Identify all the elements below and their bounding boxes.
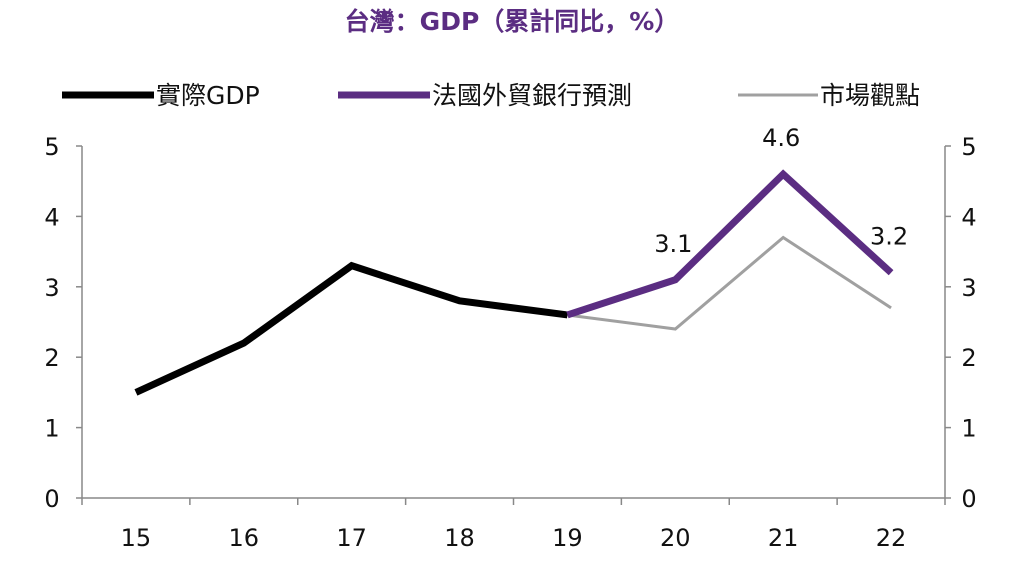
x-tick-label: 15 <box>121 524 152 552</box>
y-tick-label-left: 1 <box>44 415 59 443</box>
series-line-1 <box>566 169 894 319</box>
y-tick-label-left: 4 <box>44 203 59 231</box>
chart-title: 台灣：GDP（累計同比，%） <box>345 7 680 36</box>
y-tick-label-left: 5 <box>44 133 59 161</box>
x-tick-label: 22 <box>876 524 907 552</box>
x-tick-label: 21 <box>768 524 799 552</box>
data-label: 4.6 <box>762 124 800 152</box>
axes: 0 01 12 23 34 45 515 16 17 18 19 20 21 22 <box>44 133 976 552</box>
y-tick-label-right: 2 <box>961 344 976 372</box>
x-tick-label: 20 <box>660 524 691 552</box>
x-tick-label: 19 <box>552 524 583 552</box>
legend: 實際GDP 法國外貿銀行預測 市場觀點 <box>62 81 920 110</box>
y-tick-label-right: 1 <box>961 415 976 443</box>
y-tick-label-left: 3 <box>44 274 59 302</box>
data-label: 3.1 <box>654 230 692 258</box>
legend-label: 法國外貿銀行預測 <box>432 81 632 110</box>
legend-label: 市場觀點 <box>820 81 920 110</box>
x-tick-label: 17 <box>336 524 367 552</box>
legend-label: 實際GDP <box>156 81 260 110</box>
y-tick-label-left: 0 <box>44 485 59 513</box>
series-group: 3.1 4.6 3.2 <box>134 124 908 396</box>
y-tick-label-right: 4 <box>961 203 976 231</box>
series-line-2 <box>567 235 892 331</box>
y-tick-label-right: 0 <box>961 485 976 513</box>
y-tick-label-right: 3 <box>961 274 976 302</box>
y-tick-label-left: 2 <box>44 344 59 372</box>
x-tick-label: 16 <box>229 524 260 552</box>
data-label: 3.2 <box>870 223 908 251</box>
series-line-0 <box>134 261 568 396</box>
y-tick-label-right: 5 <box>961 133 976 161</box>
x-tick-label: 18 <box>444 524 475 552</box>
